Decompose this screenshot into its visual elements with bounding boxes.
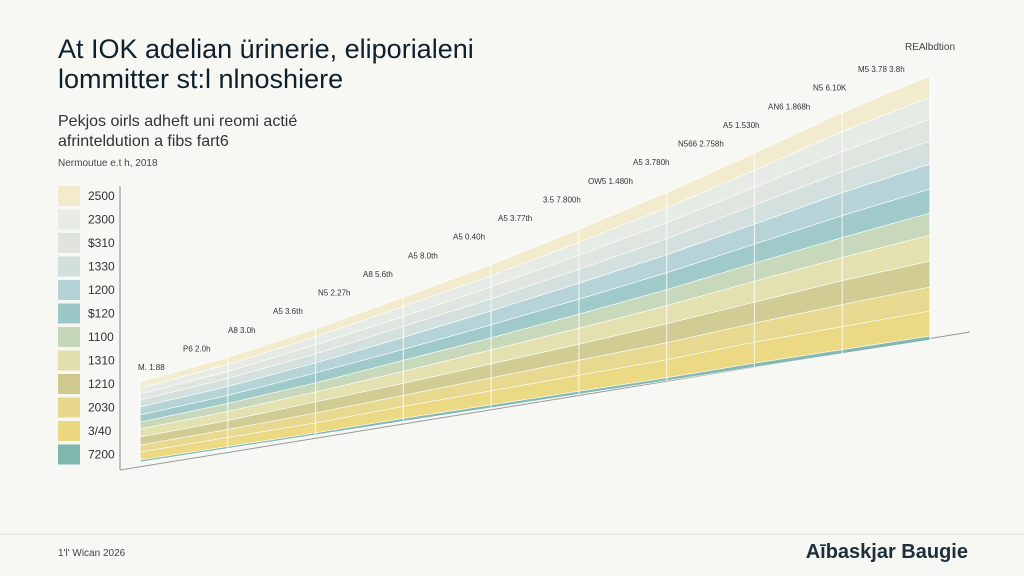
legend-swatch	[58, 350, 80, 371]
annotation: N5 6.10K	[813, 84, 847, 93]
legend-swatch	[58, 233, 80, 253]
annotation: 3.5 7.800h	[543, 195, 581, 204]
legend-swatch	[58, 209, 80, 230]
chart-title: lommitter st:l nlnoshiere	[58, 64, 343, 94]
subtitle: afrinteldution a fibs fart6	[58, 133, 229, 150]
annotation: M. 1.88	[138, 363, 165, 372]
annotation: A5 3.77th	[498, 214, 532, 223]
legend-swatch	[58, 186, 80, 206]
annotation: A5 1.530h	[723, 121, 759, 130]
legend-swatch	[58, 256, 80, 277]
annotation: A5 3.6th	[273, 307, 303, 316]
annotation: A5 0.40h	[453, 233, 485, 242]
annotation: AN6 1.868h	[768, 102, 810, 111]
footer: 1'l' Wican 2026	[58, 548, 126, 559]
chart-title: At IOK adelian ürinerie, eliporialeni	[58, 34, 474, 64]
legend-label: 1200	[88, 283, 115, 297]
corner-label: REAlbdtion	[905, 42, 955, 53]
legend-label: $310	[88, 236, 115, 250]
annotation: N5 2.27h	[318, 289, 350, 298]
legend-label: 2300	[88, 213, 115, 227]
brand: Aībaskjar Baugie	[806, 541, 968, 563]
legend-label: 1330	[88, 260, 115, 274]
legend-swatch	[58, 327, 80, 347]
legend-swatch	[58, 444, 80, 465]
annotation: M5 3.78 3.8h	[858, 65, 905, 74]
legend-swatch	[58, 374, 80, 394]
legend-label: 2500	[88, 189, 115, 203]
legend-label: 7200	[88, 448, 115, 462]
subtitle: Pekjos oirls adheft uni reomi actié	[58, 113, 297, 130]
annotation: A8 5.6th	[363, 270, 393, 279]
legend-label: $120	[88, 307, 115, 321]
legend-label: 1310	[88, 354, 115, 368]
annotation: N566 2.758h	[678, 140, 724, 149]
legend-label: 1100	[88, 330, 114, 344]
annotation: A5 8.0th	[408, 251, 438, 260]
annotation: A8 3.0h	[228, 326, 256, 335]
legend-label: 2030	[88, 401, 115, 415]
note: Nermoutue e.t h, 2018	[58, 158, 158, 169]
legend-swatch	[58, 280, 80, 300]
legend-swatch	[58, 303, 80, 324]
annotation: OW5 1.480h	[588, 177, 633, 186]
legend-swatch	[58, 397, 80, 418]
legend-label: 3/40	[88, 424, 112, 438]
legend-swatch	[58, 421, 80, 441]
legend-label: 1210	[88, 377, 115, 391]
annotation: A5 3.780h	[633, 158, 669, 167]
annotation: P6 2.0h	[183, 344, 211, 353]
